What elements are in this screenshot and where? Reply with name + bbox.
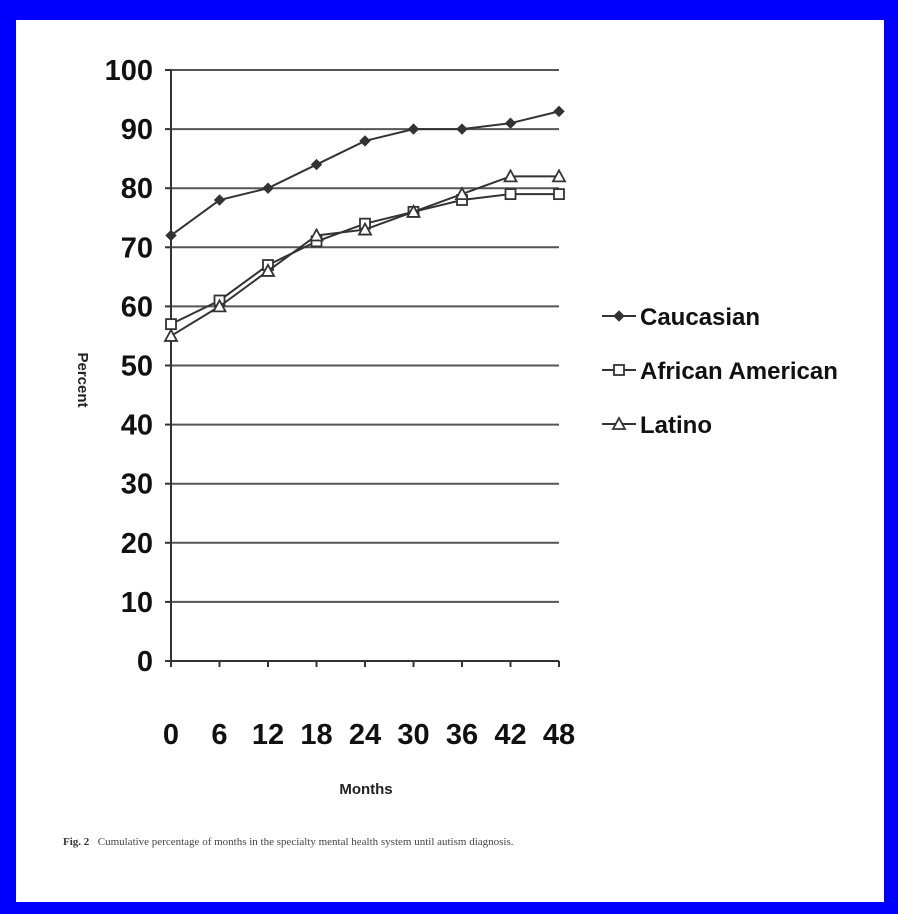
legend-marker-caucasian (613, 310, 625, 322)
y-tick-label: 60 (121, 291, 153, 323)
data-point-caucasian (359, 135, 371, 147)
x-tick-label: 36 (446, 719, 478, 751)
legend-entry-latino: Latino (602, 412, 712, 439)
x-tick-label: 42 (494, 719, 526, 751)
data-point-latino (211, 298, 228, 313)
data-point-caucasian (213, 194, 226, 206)
x-tick-label: 12 (252, 719, 284, 751)
data-point-african-american (165, 318, 177, 331)
data-point-latino (454, 186, 470, 201)
y-tick-labels: 0 10 20 30 40 50 60 70 80 90 100 (105, 55, 153, 678)
x-tick-labels: 0 6 12 18 24 30 36 42 48 (163, 719, 575, 751)
data-point-latino (551, 168, 567, 183)
data-point-caucasian (310, 158, 323, 171)
series-caucasian (165, 105, 565, 242)
legend-marker-african-american (613, 364, 625, 376)
data-point-african-american (553, 188, 565, 201)
series-african-american (165, 188, 565, 331)
y-tick-label: 90 (121, 114, 153, 146)
legend-label: African American (640, 358, 838, 385)
data-point-latino (308, 227, 325, 242)
data-point-caucasian (262, 182, 274, 194)
data-point-latino (260, 263, 276, 277)
x-tick-label: 48 (543, 719, 575, 751)
caption: Fig. 2 Cumulative percentage of months i… (63, 832, 514, 849)
data-point-latino (405, 203, 422, 218)
legend: Caucasian African American Latino (602, 304, 838, 439)
series-latino (163, 168, 567, 342)
data-point-caucasian (553, 105, 565, 118)
data-point-caucasian (165, 229, 177, 242)
y-tick-label: 50 (121, 351, 153, 383)
y-tick-label: 70 (121, 232, 153, 264)
legend-entry-african-american: African American (602, 358, 838, 385)
grid-lines (171, 69, 559, 603)
y-tick-label: 100 (105, 55, 153, 87)
data-point-latino (163, 328, 179, 342)
caption-label: Fig. 2 (63, 836, 90, 848)
y-tick-label: 0 (137, 646, 153, 678)
legend-label: Latino (640, 412, 712, 439)
data-point-latino (357, 221, 373, 236)
caption-text: Cumulative percentage of months in the s… (98, 836, 514, 848)
legend-marker-latino (611, 416, 627, 430)
axes (165, 69, 560, 667)
x-tick-label: 30 (397, 719, 429, 751)
y-tick-label: 10 (121, 587, 153, 619)
data-point-caucasian (456, 123, 468, 135)
data-point-african-american (504, 188, 517, 201)
y-tick-label: 30 (121, 469, 153, 501)
series-line-african-american (170, 193, 559, 326)
x-axis-title: Months (339, 781, 392, 798)
y-tick-label: 20 (121, 528, 153, 560)
y-axis-title: Percent (74, 352, 91, 407)
data-point-caucasian (504, 117, 517, 129)
data-point-caucasian (407, 123, 420, 135)
x-tick-label: 0 (163, 719, 179, 751)
series-line-latino (170, 175, 559, 337)
data-point-latino (502, 168, 519, 183)
figure-frame: 0 10 20 30 40 50 60 70 80 90 100 0 6 12 18 24 30 36 42 48 … (16, 20, 884, 902)
y-tick-label: 40 (121, 410, 153, 442)
x-tick-label: 18 (300, 719, 332, 751)
x-tick-label: 24 (349, 719, 381, 751)
legend-entry-caucasian: Caucasian (602, 304, 760, 331)
series-group (163, 105, 567, 342)
legend-label: Caucasian (640, 304, 760, 331)
x-tick-label: 6 (211, 719, 227, 751)
y-tick-label: 80 (121, 173, 153, 205)
